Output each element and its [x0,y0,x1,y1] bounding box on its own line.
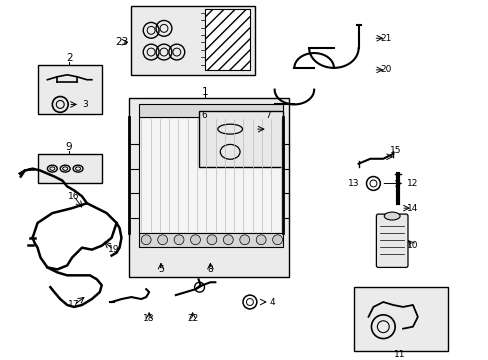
Circle shape [206,235,216,245]
Bar [139,104,282,117]
Text: 2: 2 [66,53,72,63]
Text: 14: 14 [407,204,418,213]
Bar [198,111,282,167]
Text: 19: 19 [108,245,119,254]
Bar [139,233,282,247]
Circle shape [272,235,282,245]
Bar [353,287,447,351]
Text: 10: 10 [407,241,418,250]
Text: 5: 5 [158,265,163,274]
Text: 9: 9 [66,142,72,152]
Ellipse shape [384,212,399,220]
Bar [129,98,289,277]
Text: 21: 21 [380,34,391,43]
Text: 20: 20 [380,66,391,75]
Text: 7: 7 [264,111,270,120]
Text: 12: 12 [407,179,418,188]
Circle shape [157,235,167,245]
Circle shape [174,235,183,245]
Bar [139,117,282,233]
Bar [38,154,102,184]
Text: 11: 11 [393,350,405,359]
Text: 13: 13 [347,179,359,188]
Text: 23: 23 [115,37,128,47]
Text: 1: 1 [202,87,208,96]
Text: 8: 8 [207,265,213,274]
Bar [205,9,249,70]
Text: 18: 18 [143,314,155,323]
Text: 15: 15 [389,147,401,156]
Text: 22: 22 [186,314,198,323]
Circle shape [190,235,200,245]
Circle shape [223,235,233,245]
Text: 6: 6 [201,111,207,120]
Text: 17: 17 [68,301,80,310]
Circle shape [256,235,265,245]
Text: 4: 4 [269,297,275,306]
FancyBboxPatch shape [376,214,407,267]
Text: 3: 3 [82,100,88,109]
Circle shape [239,235,249,245]
Text: 16: 16 [68,192,80,201]
Bar [38,65,102,114]
Circle shape [141,235,151,245]
Bar [131,6,254,75]
